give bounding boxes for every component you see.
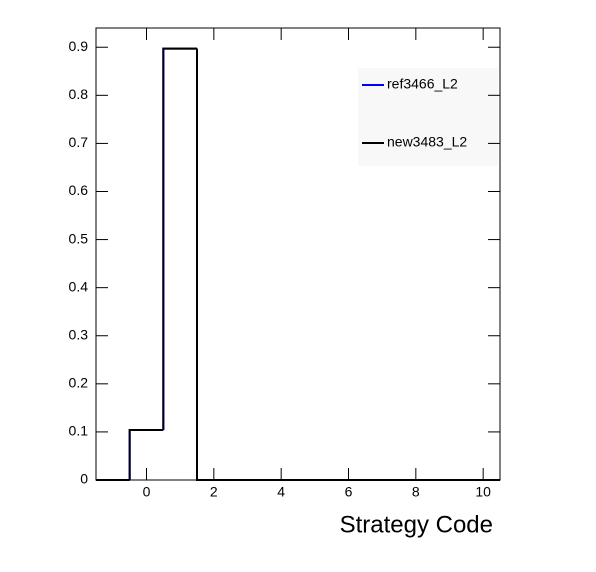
y-tick-label: 0 (80, 471, 88, 487)
y-tick-label: 0.7 (69, 134, 89, 150)
legend-label: new3483_L2 (387, 134, 467, 150)
x-tick-label: 10 (475, 484, 491, 500)
y-tick-label: 0.6 (69, 182, 89, 198)
y-tick-label: 0.4 (69, 278, 89, 294)
y-tick-label: 0.2 (69, 375, 89, 391)
legend-label: ref3466_L2 (387, 76, 458, 92)
y-tick-label: 0.5 (69, 230, 89, 246)
x-tick-label: 0 (143, 484, 151, 500)
histogram-bin (128, 428, 164, 480)
y-tick-label: 0.3 (69, 326, 89, 342)
x-tick-label: 4 (277, 484, 285, 500)
x-tick-label: 2 (210, 484, 218, 500)
x-axis-title: Strategy Code (340, 511, 493, 538)
y-tick-label: 0.9 (69, 38, 89, 54)
histogram-bin (162, 47, 197, 430)
y-tick-label: 0.1 (69, 423, 89, 439)
y-tick-label: 0.8 (69, 86, 89, 102)
x-tick-label: 6 (345, 484, 353, 500)
histogram-bin (196, 48, 231, 481)
x-tick-label: 8 (412, 484, 420, 500)
